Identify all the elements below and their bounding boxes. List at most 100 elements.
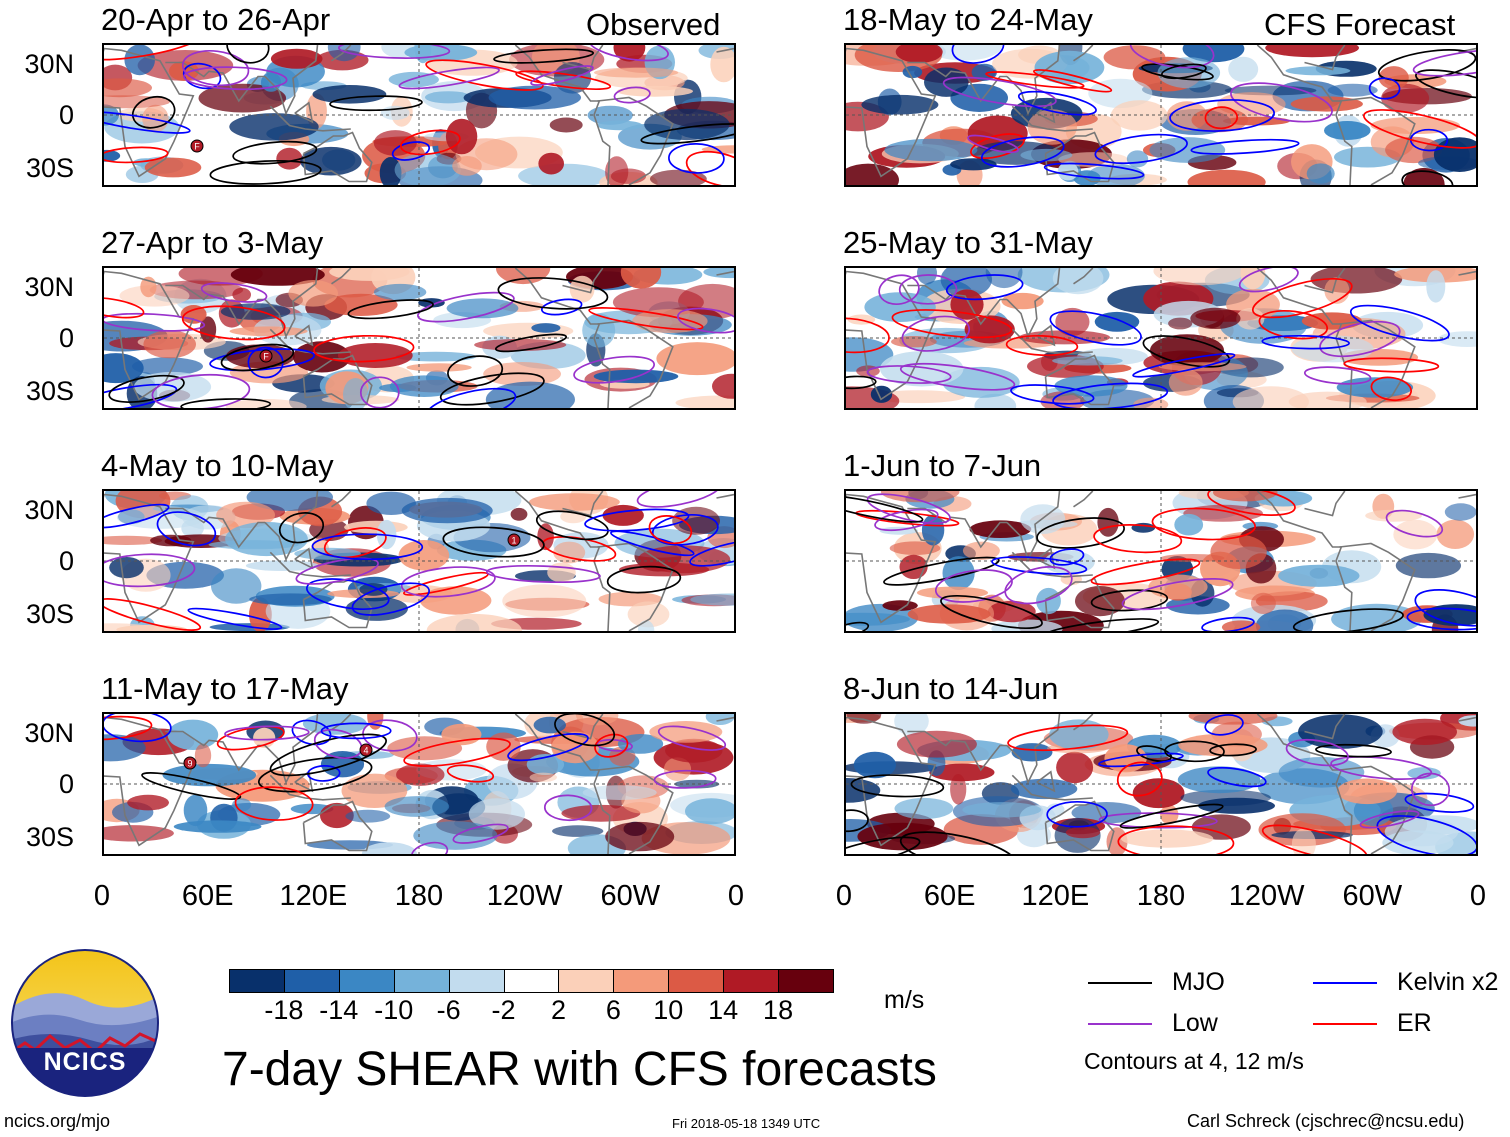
shear-shading [846,163,899,185]
shear-shading [1221,620,1261,631]
shear-shading [426,613,522,631]
low-contour [1121,577,1234,611]
shear-shading [950,158,997,171]
colorbar-swatch [393,969,450,993]
shear-shading [1191,814,1251,840]
shear-shading [926,45,1003,61]
colorbar-swatch [448,969,505,993]
shear-shading [582,313,616,348]
lon-tick-label: 0 [727,880,745,912]
shear-shading [1265,45,1359,58]
kelvin-contour [1132,352,1236,378]
shear-shading [985,268,1023,289]
coastlines [846,491,1476,631]
low-contour [596,738,633,752]
colorbar [229,969,834,993]
shear-shading [1034,50,1105,85]
mjo-contour [846,836,921,854]
map-panel-left-2[interactable]: F [102,266,736,410]
shear-shading [894,797,954,820]
shear-shading [359,583,388,596]
map-panel-right-4[interactable] [844,712,1478,856]
shear-shading [1120,829,1214,848]
mjo-contour [535,510,609,541]
shear-shading [232,798,252,812]
storm-marker[interactable]: 1 [507,533,521,547]
shear-shading [1278,757,1365,788]
shear-shading [394,152,461,185]
shear-shading [270,48,323,69]
kelvin-contour [540,298,583,316]
low-contour [104,553,196,588]
shear-shading [173,820,262,833]
shear-shading [379,157,402,185]
shear-shading [547,562,576,583]
storm-marker[interactable]: F [259,349,273,363]
panel-title-left-3: 4-May to 10-May [101,448,334,483]
panel-title-right-1: 18-May to 24-May [843,2,1093,37]
map-panel-right-2[interactable] [844,266,1478,410]
logo-text: NCICS [43,1048,127,1076]
lon-tick-label: 120E [279,880,348,912]
shear-shading [889,541,941,555]
shear-shading [1097,507,1119,537]
er-contour [970,133,1025,160]
lon-tick-label: 180 [1136,880,1186,912]
storm-marker[interactable]: F [190,139,204,153]
map-panel-left-1[interactable]: F [102,43,736,187]
shear-shading [991,619,1063,631]
shear-shading [710,46,734,83]
lon-tick-label: 120W [486,880,563,912]
storm-marker-label: F [194,142,200,152]
lat-tick-label: 30S [25,153,74,183]
shear-shading [344,520,408,534]
low-contour [866,365,952,384]
shear-shading [216,501,275,529]
mjo-contour [232,140,318,165]
low-contour [362,719,418,752]
shear-shading [712,373,734,399]
colorbar-tick-label: 6 [605,995,621,1025]
er-contour [1005,334,1079,357]
map-panel-left-3[interactable]: 1 [102,489,736,633]
map-panel-right-1[interactable] [844,43,1478,187]
shear-shading [1180,789,1271,806]
colorbar-swatch [668,969,725,993]
shear-shading [594,67,679,78]
coastlines [104,45,734,185]
low-contour [1412,48,1476,77]
shear-map: 1 [104,491,734,631]
shear-shading [398,540,450,571]
mjo-contour [108,374,185,403]
shear-shading [225,521,308,557]
er-contour [181,305,286,341]
storm-marker[interactable]: 4 [359,743,373,757]
shear-shading [705,714,734,725]
mjo-contour [220,343,295,372]
shear-shading [1055,307,1090,336]
kelvin-contour [1201,616,1255,631]
kelvin-contour [1169,99,1275,132]
ncics-logo[interactable]: NCICS [10,948,160,1098]
low-contour [899,362,1016,391]
shear-shading [424,91,472,104]
storm-marker[interactable]: 9 [183,756,197,770]
low-contour [1004,566,1073,605]
shear-shading [1210,534,1267,569]
footer-url[interactable]: ncics.org/mjo [4,1111,111,1131]
lon-tick-label: 60W [600,880,661,912]
er-contour [1343,357,1440,373]
mjo-contour [1160,63,1207,80]
shear-shading [896,730,977,758]
er-contour [323,527,387,559]
kelvin-contour [507,732,589,762]
map-panel-right-3[interactable] [844,489,1478,633]
mjo-contour [1315,743,1392,758]
kelvin-contour [1049,548,1085,566]
mjo-contour [883,556,1000,586]
mjo-contour [439,372,545,406]
shear-shading [1437,331,1476,347]
shear-shading [582,785,657,800]
shear-shading [672,506,720,535]
